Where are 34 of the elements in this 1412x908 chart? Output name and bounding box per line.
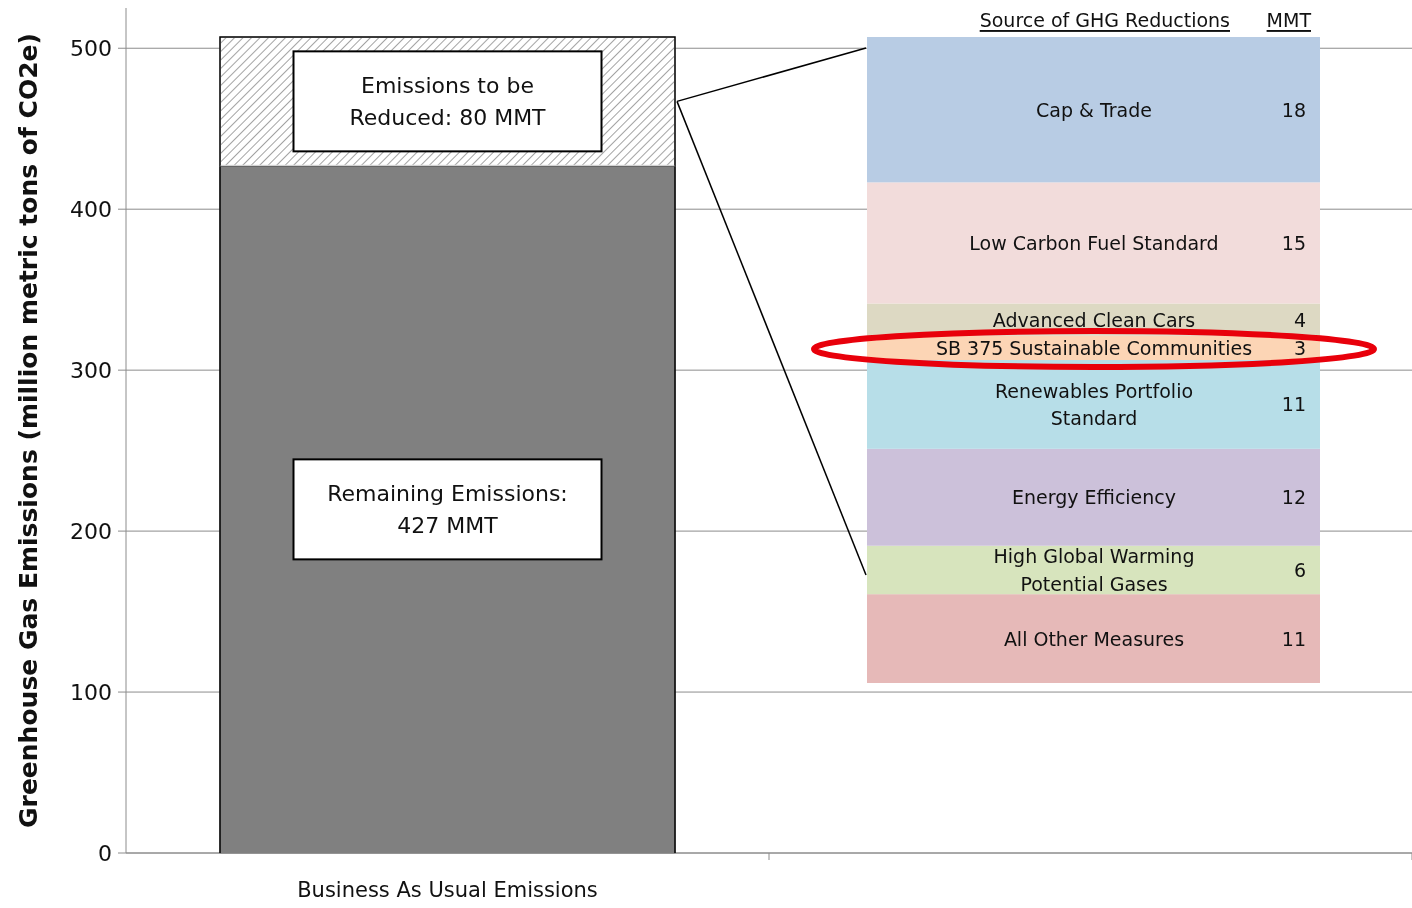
- bar: [867, 37, 1320, 183]
- label-box: Emissions to be Reduced: 80 MMT: [292, 50, 603, 153]
- data-label: 18: [1281, 98, 1306, 121]
- series-label: Energy Efficiency: [1011, 486, 1177, 509]
- series-label: All Other Measures: [1003, 627, 1185, 650]
- y-axis-title: MMT: [1266, 9, 1312, 31]
- series-label: Renewables Portfolio Standard: [994, 379, 1194, 430]
- data-label: 6: [1293, 558, 1306, 581]
- data-label: 3: [1293, 336, 1306, 359]
- series-label: Low Carbon Fuel Standard: [969, 231, 1219, 254]
- data-label: 15: [1281, 231, 1306, 254]
- series-label: High Global Warming Potential Gases: [993, 545, 1195, 595]
- y-tick-label: 200: [70, 518, 112, 544]
- y-tick-label: 0: [98, 840, 112, 866]
- chart-title: Source of GHG Reductions: [979, 9, 1230, 31]
- data-label: 11: [1281, 393, 1306, 416]
- bar: [867, 448, 1320, 546]
- data-label: 11: [1281, 627, 1306, 650]
- series-label: Advanced Clean Cars: [992, 308, 1196, 331]
- series-label: Cap & Trade: [1036, 98, 1152, 121]
- data-label: Emissions to be Reduced: 80 MMT: [349, 72, 547, 130]
- data-label: Remaining Emissions: 427 MMT: [327, 480, 568, 538]
- y-tick-label: 400: [70, 196, 112, 222]
- x-tick-label: Business As Usual Emissions: [297, 878, 598, 902]
- data-label: 12: [1281, 486, 1306, 509]
- bar: [867, 594, 1320, 683]
- data-label: 4: [1293, 308, 1306, 331]
- y-axis-title: Greenhouse Gas Emissions (million metric tons of CO2e): [13, 33, 43, 828]
- y-tick-label: 500: [70, 35, 112, 61]
- label-box: Remaining Emissions: 427 MMT: [292, 458, 603, 561]
- y-tick-label: 100: [70, 679, 112, 705]
- bar: [867, 182, 1320, 304]
- y-tick-label: 300: [70, 357, 112, 383]
- series-label: SB 375 Sustainable Communities: [935, 336, 1253, 359]
